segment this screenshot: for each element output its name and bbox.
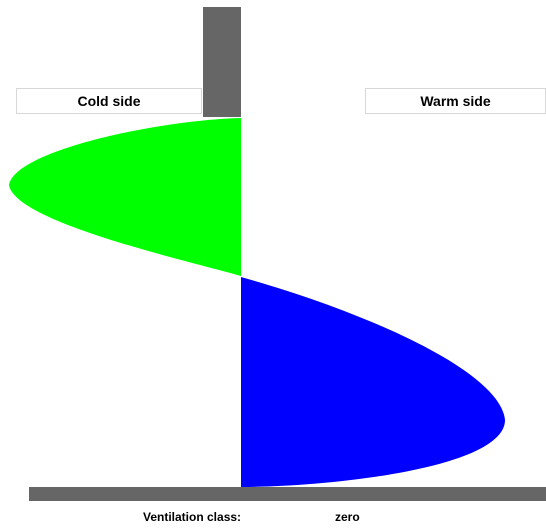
ventilation-class-value: zero — [335, 510, 360, 524]
ventilation-footer: Ventilation class: zero — [0, 510, 546, 528]
cold-side-label: Cold side — [16, 88, 202, 114]
ventilation-class-caption: Ventilation class: — [143, 510, 242, 524]
vertical-post — [203, 7, 241, 117]
cold-side-lobe — [9, 118, 241, 276]
warm-side-lobe — [241, 277, 505, 487]
warm-side-label: Warm side — [365, 88, 546, 114]
baseline-bar — [29, 487, 546, 501]
